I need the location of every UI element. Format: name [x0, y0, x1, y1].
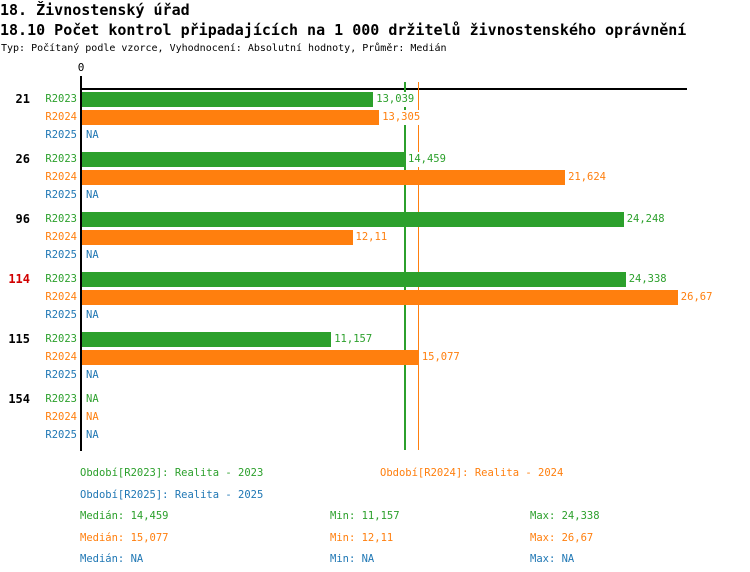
- bar-value-26-r2024: 21,624: [567, 170, 608, 185]
- category-group-26: 26 R2023 14,459 R2024 21,624 R2025 NA: [0, 150, 750, 210]
- stat-min-r2025: Min: NA: [330, 553, 375, 565]
- bar-115-r2024: [82, 350, 419, 365]
- na-value-96-r2025: NA: [85, 248, 100, 263]
- series-label-r2023: R2023: [45, 393, 77, 405]
- stat-min-r2024: Min: 12,11: [330, 532, 394, 544]
- series-label-r2024: R2024: [45, 111, 77, 123]
- category-group-114: 114 R2023 24,338 R2024 26,67 R2025 NA: [0, 270, 750, 330]
- report-title: 18. Živnostenský úřad: [0, 1, 190, 19]
- category-label-154: 154: [8, 392, 30, 406]
- series-label-r2025: R2025: [45, 309, 77, 321]
- series-label-r2024: R2024: [45, 171, 77, 183]
- median-line-r2023: [404, 82, 406, 450]
- horizontal-bar-chart: 0 21 R2023 13,039 R2024 13,305 R2025 NA 26 R2023…: [0, 61, 750, 451]
- na-value-154-r2024: NA: [85, 410, 100, 425]
- chart-title: 18.10 Počet kontrol připadajících na 1 0…: [0, 21, 687, 39]
- x-axis-line: [80, 88, 687, 90]
- bar-value-115-r2024: 15,077: [420, 350, 461, 365]
- category-label-21: 21: [15, 92, 30, 106]
- bar-value-96-r2023: 24,248: [625, 212, 666, 227]
- bar-value-96-r2024: 12,11: [354, 230, 389, 245]
- bar-value-114-r2024: 26,67: [679, 290, 714, 305]
- chart-meta-line: Typ: Počítaný podle vzorce, Vyhodnocení:…: [1, 43, 447, 54]
- bar-96-r2024: [82, 230, 353, 245]
- legend-item-r2024: Období[R2024]: Realita - 2024: [380, 467, 564, 479]
- series-label-r2023: R2023: [45, 153, 77, 165]
- category-label-115: 115: [8, 332, 30, 346]
- stat-max-r2023: Max: 24,338: [530, 510, 600, 522]
- stat-min-r2023: Min: 11,157: [330, 510, 400, 522]
- series-label-r2025: R2025: [45, 129, 77, 141]
- bar-115-r2023: [82, 332, 332, 347]
- series-label-r2023: R2023: [45, 333, 77, 345]
- y-axis-line: [80, 76, 82, 451]
- category-group-21: 21 R2023 13,039 R2024 13,305 R2025 NA: [0, 90, 750, 150]
- stat-median-r2023: Medián: 14,459: [80, 510, 169, 522]
- category-label-96: 96: [15, 212, 30, 226]
- bar-114-r2024: [82, 290, 678, 305]
- series-label-r2024: R2024: [45, 291, 77, 303]
- stat-median-r2025: Medián: NA: [80, 553, 144, 565]
- stat-max-r2025: Max: NA: [530, 553, 575, 565]
- bar-value-21-r2024: 13,305: [381, 110, 422, 125]
- median-line-r2024: [417, 82, 420, 450]
- na-value-21-r2025: NA: [85, 128, 100, 143]
- series-label-r2024: R2024: [45, 231, 77, 243]
- bar-21-r2023: [82, 92, 374, 107]
- x-axis-zero-label: 0: [77, 61, 85, 74]
- category-label-114: 114: [8, 272, 30, 286]
- series-label-r2023: R2023: [45, 93, 77, 105]
- legend-item-r2023: Období[R2023]: Realita - 2023: [80, 467, 264, 479]
- series-label-r2023: R2023: [45, 273, 77, 285]
- category-group-96: 96 R2023 24,248 R2024 12,11 R2025 NA: [0, 210, 750, 270]
- category-group-154: 154 R2023 NA R2024 NA R2025 NA: [0, 390, 750, 450]
- bar-value-21-r2023: 13,039: [375, 92, 416, 107]
- bar-26-r2024: [82, 170, 566, 185]
- series-label-r2024: R2024: [45, 351, 77, 363]
- category-group-115: 115 R2023 11,157 R2024 15,077 R2025 NA: [0, 330, 750, 390]
- bar-value-114-r2023: 24,338: [627, 272, 668, 287]
- legend-item-r2025: Období[R2025]: Realita - 2025: [80, 489, 264, 501]
- category-label-26: 26: [15, 152, 30, 166]
- series-label-r2025: R2025: [45, 369, 77, 381]
- series-label-r2025: R2025: [45, 249, 77, 261]
- bar-114-r2023: [82, 272, 626, 287]
- bar-21-r2024: [82, 110, 380, 125]
- series-label-r2025: R2025: [45, 429, 77, 441]
- series-label-r2024: R2024: [45, 411, 77, 423]
- bar-value-26-r2023: 14,459: [407, 152, 447, 167]
- bar-96-r2023: [82, 212, 624, 227]
- na-value-26-r2025: NA: [85, 188, 100, 203]
- na-value-115-r2025: NA: [85, 368, 100, 383]
- na-value-114-r2025: NA: [85, 308, 100, 323]
- series-label-r2025: R2025: [45, 189, 77, 201]
- stat-median-r2024: Medián: 15,077: [80, 532, 169, 544]
- bar-26-r2023: [82, 152, 405, 167]
- series-label-r2023: R2023: [45, 213, 77, 225]
- stat-max-r2024: Max: 26,67: [530, 532, 594, 544]
- bar-value-115-r2023: 11,157: [333, 332, 374, 347]
- na-value-154-r2025: NA: [85, 428, 100, 443]
- na-value-154-r2023: NA: [85, 392, 100, 407]
